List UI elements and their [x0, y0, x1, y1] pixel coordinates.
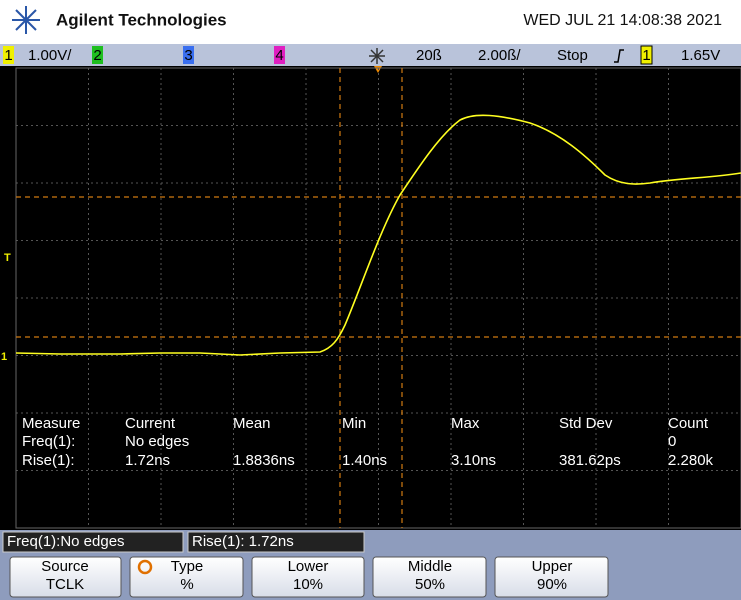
measure-value: 1.72ns: [125, 452, 170, 469]
softkey[interactable]: Lower 10%: [251, 556, 365, 598]
delay: 20ß: [416, 47, 442, 64]
softkey-body[interactable]: [9, 556, 122, 598]
ch2-badge: [92, 46, 103, 64]
waveform: [15, 114, 741, 356]
timebase: 2.00ß/: [478, 47, 521, 64]
measure-header: Max: [451, 415, 480, 432]
graticule: [16, 68, 741, 528]
softkey[interactable]: Type %: [129, 556, 244, 598]
measure-header: Current: [125, 415, 176, 432]
ch1: 1: [4, 47, 12, 64]
trigger-edge-icon: [614, 49, 624, 63]
trigger-source-badge: [640, 45, 653, 65]
ch1-badge: [3, 46, 14, 64]
measure-value: 381.62ps: [559, 452, 621, 469]
measure-value: 1.40ns: [342, 452, 387, 469]
softkey-title[interactable]: Upper: [532, 558, 573, 575]
measure-value: 1.8836ns: [233, 452, 295, 469]
ch4: 4: [275, 47, 283, 64]
measure-header: Mean: [233, 415, 271, 432]
ch4-badge: [274, 46, 285, 64]
acq-icon: [369, 48, 385, 64]
status-box: [187, 531, 365, 553]
status-box-text: Freq(1):No edges: [7, 533, 125, 550]
softkey-value[interactable]: 10%: [293, 576, 323, 593]
measure-header: Std Dev: [559, 415, 613, 432]
brand: Agilent Technologies: [56, 10, 227, 29]
measure-label: Freq(1):: [22, 433, 75, 450]
measure-header: Measure: [22, 415, 80, 432]
softkey-title[interactable]: Middle: [408, 558, 452, 575]
status-bar: [0, 44, 741, 66]
measure-label: Rise(1):: [22, 452, 75, 469]
softkey-body[interactable]: [372, 556, 487, 598]
graticule-border: [15, 67, 741, 529]
softkey[interactable]: Upper 90%: [494, 556, 609, 598]
header: [0, 0, 741, 44]
measure-value: No edges: [125, 433, 189, 450]
softkey-value[interactable]: %: [180, 576, 193, 593]
measure-value: 3.10ns: [451, 452, 496, 469]
trigger-level: 1.65V: [681, 47, 720, 64]
run-state: Stop: [557, 47, 588, 64]
measure-value: 2.280k: [668, 452, 714, 469]
softkey-title[interactable]: Source: [41, 558, 89, 575]
measure-header: Count: [668, 415, 709, 432]
softkey-value[interactable]: 50%: [415, 576, 445, 593]
softkey-title[interactable]: Lower: [288, 558, 329, 575]
selector-icon: [137, 559, 153, 575]
trigger-source: 1: [642, 47, 650, 64]
datetime: WED JUL 21 14:08:38 2021: [523, 12, 722, 29]
softkey-body[interactable]: [251, 556, 365, 598]
status-box-text: Rise(1): 1.72ns: [192, 533, 294, 550]
softkey[interactable]: Source TCLK: [9, 556, 122, 598]
softkey-body[interactable]: [494, 556, 609, 598]
softkey-body[interactable]: [129, 556, 244, 598]
trigger-marker: T: [4, 252, 11, 264]
measure-value: 0: [668, 433, 676, 450]
ground-marker: 1: [1, 351, 7, 363]
status-box: [2, 531, 184, 553]
softkey-title[interactable]: Type: [171, 558, 204, 575]
logo: [12, 6, 40, 34]
ch3: 3: [184, 47, 192, 64]
measure-header: Min: [342, 415, 366, 432]
ch1-scale: 1.00V/: [28, 47, 72, 64]
ch2: 2: [93, 47, 101, 64]
softkey-value[interactable]: 90%: [537, 576, 567, 593]
softkey-value[interactable]: TCLK: [46, 576, 84, 593]
ch3-badge: [183, 46, 194, 64]
softkey[interactable]: Middle 50%: [372, 556, 487, 598]
cursors: [16, 68, 741, 528]
